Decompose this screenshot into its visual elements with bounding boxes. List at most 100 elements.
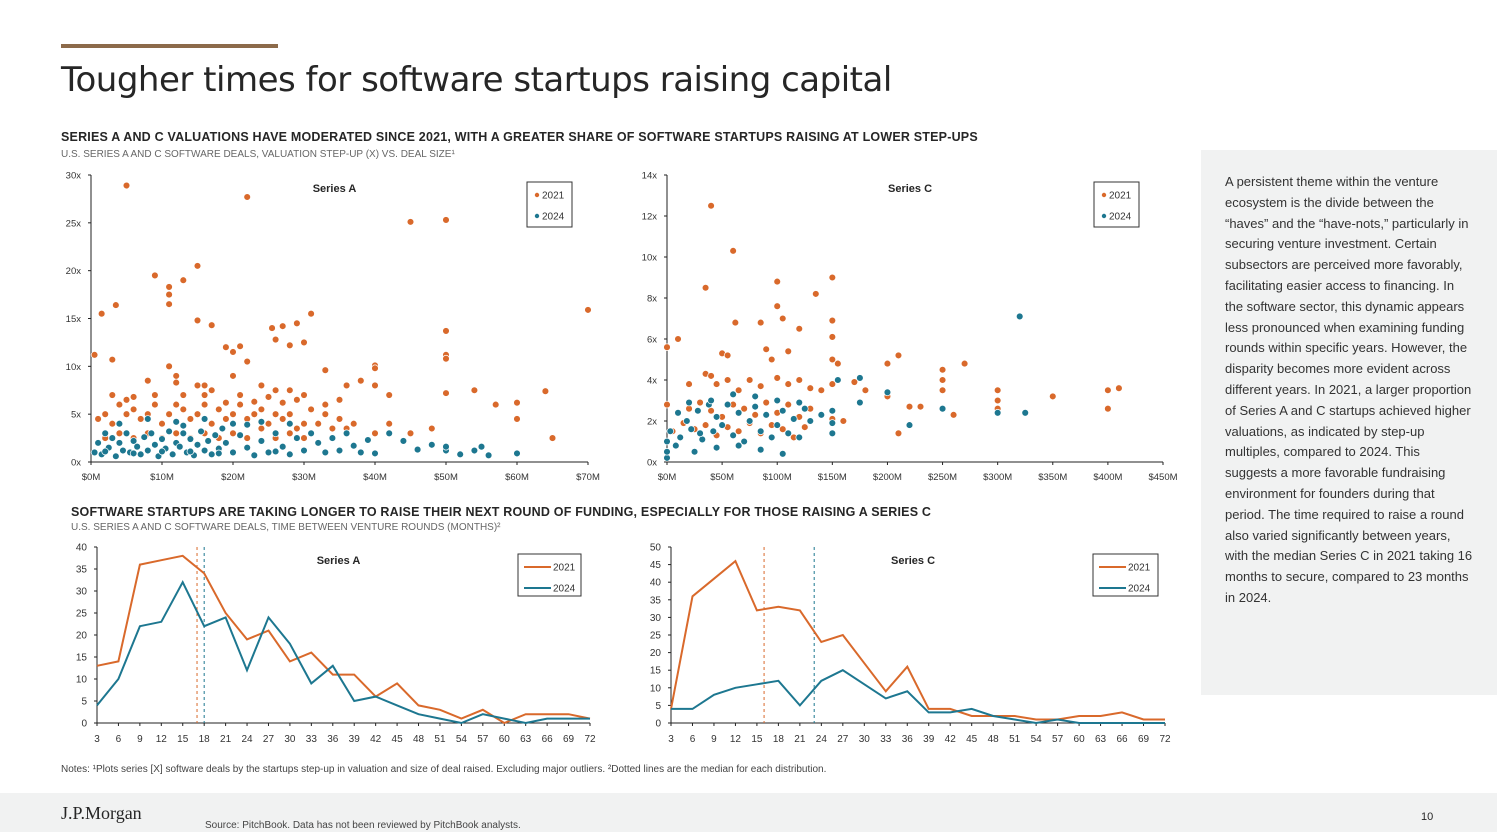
scatterC-title: Series C (888, 183, 932, 195)
scatterC-point-2024 (690, 448, 699, 456)
scatterC-point-2021 (784, 347, 792, 356)
scatterC-point-2024 (712, 413, 721, 421)
scatterC-point-2021 (828, 380, 837, 388)
scatterA-point-2024 (151, 441, 159, 449)
scatterC-ytick-label: 12x (642, 212, 658, 223)
scatterA-point-2021 (321, 366, 330, 374)
scatterC-point-2021 (663, 400, 671, 409)
scatterA-point-2021 (236, 400, 244, 409)
scatterA-point-2024 (264, 448, 273, 457)
scatterC-point-2024 (856, 374, 864, 382)
lineC-xtick-label: 42 (945, 734, 957, 745)
scatterA-point-2021 (193, 316, 202, 325)
scatterA-point-2021 (250, 397, 259, 406)
scatterA-point-2021 (151, 400, 159, 409)
scatterC-legend-label-2021: 2021 (1109, 191, 1132, 202)
lineC-xtick-label: 24 (816, 734, 828, 745)
scatterA-ytick-label: 25x (66, 218, 82, 229)
scatterC-point-2021 (751, 411, 759, 419)
scatterA-point-2021 (406, 218, 415, 226)
scatterA-point-2021 (122, 396, 131, 404)
source-note: Source: PitchBook. Data has not been rev… (205, 820, 521, 831)
scatterA-point-2021 (229, 429, 237, 438)
scatterA-point-2024 (229, 448, 237, 457)
scatterA-point-2024 (165, 427, 173, 436)
scatterA-point-2021 (193, 262, 202, 270)
scatterA-point-2024 (257, 437, 266, 445)
scatterC-point-2021 (938, 386, 947, 395)
scatterA-point-2024 (243, 443, 251, 452)
scatterA-point-2024 (129, 437, 138, 445)
scatterC-point-2024 (672, 441, 680, 450)
scatterA-point-2024 (133, 442, 141, 451)
scatterC-point-2021 (894, 351, 903, 360)
scatterC-point-2021 (905, 402, 914, 411)
scatterA-ytick-label: 15x (66, 314, 82, 325)
scatterA-point-2021 (243, 434, 251, 442)
scatterA-xtick-label: $0M (82, 472, 101, 483)
lineA-xtick-label: 18 (199, 734, 211, 745)
scatterC-point-2021 (773, 277, 781, 286)
scatterA-point-2024 (278, 442, 287, 451)
scatterA-point-2021 (335, 396, 344, 404)
section1-subheading: U.S. SERIES A AND C SOFTWARE DEALS, VALU… (61, 149, 455, 160)
scatterC-point-2024 (694, 407, 702, 415)
scatterC-point-2024 (683, 417, 691, 425)
lineA-xtick-label: 6 (116, 734, 122, 745)
lineA-xtick-label: 54 (456, 734, 468, 745)
scatterA-point-2021 (90, 351, 99, 359)
lineA-series-line-2024 (96, 580, 590, 725)
scatterA-point-2024 (168, 450, 177, 459)
sidebar-panel: A persistent theme within the venture ec… (1201, 150, 1497, 695)
scatterC-legend-marker-2024 (1101, 213, 1107, 219)
lineA-ytick-label: 5 (81, 697, 87, 708)
scatterC-point-2021 (806, 384, 815, 392)
scatterC-point-2021 (731, 318, 740, 327)
lineC-ytick-label: 20 (650, 648, 662, 659)
scatterA-point-2021 (584, 306, 592, 314)
scatterC-point-2021 (795, 376, 804, 384)
lineC-legend-label-2021: 2021 (1128, 563, 1151, 574)
scatterA-point-2021 (371, 429, 379, 438)
lineA-xtick-label: 66 (542, 734, 554, 745)
scatterC-point-2021 (778, 314, 787, 323)
scatterA-point-2021 (115, 400, 124, 409)
scatterC-point-2024 (856, 398, 864, 407)
scatterA-point-2024 (215, 449, 223, 458)
scatterC-point-2024 (801, 404, 809, 413)
page-number: 10 (1421, 811, 1434, 823)
scatterC-point-2024 (828, 419, 837, 427)
scatterA-title: Series A (313, 183, 357, 195)
scatterC-point-2024 (795, 433, 804, 442)
lineC-xtick-label: 63 (1095, 734, 1107, 745)
scatterC-point-2024 (707, 396, 715, 405)
scatterA-point-2021 (513, 415, 521, 423)
scatterC-point-2021 (861, 386, 870, 395)
scatterC-point-2021 (1104, 404, 1112, 413)
scatterC-xtick-label: $50M (710, 472, 734, 483)
scatterC-point-2021 (723, 376, 732, 384)
scatterA-point-2021 (442, 354, 450, 363)
scatterC-point-2021 (773, 374, 781, 382)
scatterA-point-2021 (94, 415, 102, 423)
scatterA-point-2024 (236, 431, 244, 439)
lineA-xtick-label: 60 (499, 734, 511, 745)
scatterA-point-2021 (286, 341, 294, 350)
scatterA-xtick-label: $20M (221, 472, 245, 483)
scatterC-point-2021 (828, 273, 837, 282)
scatterA-ytick-label: 20x (66, 266, 82, 277)
scatterC-ytick-label: 14x (642, 171, 658, 182)
lineA-legend-label-2024: 2024 (553, 584, 576, 595)
section2-heading: SOFTWARE STARTUPS ARE TAKING LONGER TO R… (71, 505, 932, 519)
scatterA-legend-label-2021: 2021 (542, 191, 565, 202)
scatterC-point-2024 (1015, 312, 1024, 321)
scatterA-point-2024 (147, 429, 156, 438)
scatterC-xtick-label: $400M (1093, 472, 1122, 483)
scatterC-point-2021 (740, 404, 748, 413)
lineA-xtick-label: 57 (477, 734, 489, 745)
scatterC-xtick-label: $200M (873, 472, 902, 483)
scatterA-point-2021 (470, 386, 479, 395)
lineC-ytick-label: 35 (650, 595, 662, 606)
lineA-ytick-label: 35 (76, 565, 88, 576)
scatterA-point-2021 (129, 405, 138, 414)
